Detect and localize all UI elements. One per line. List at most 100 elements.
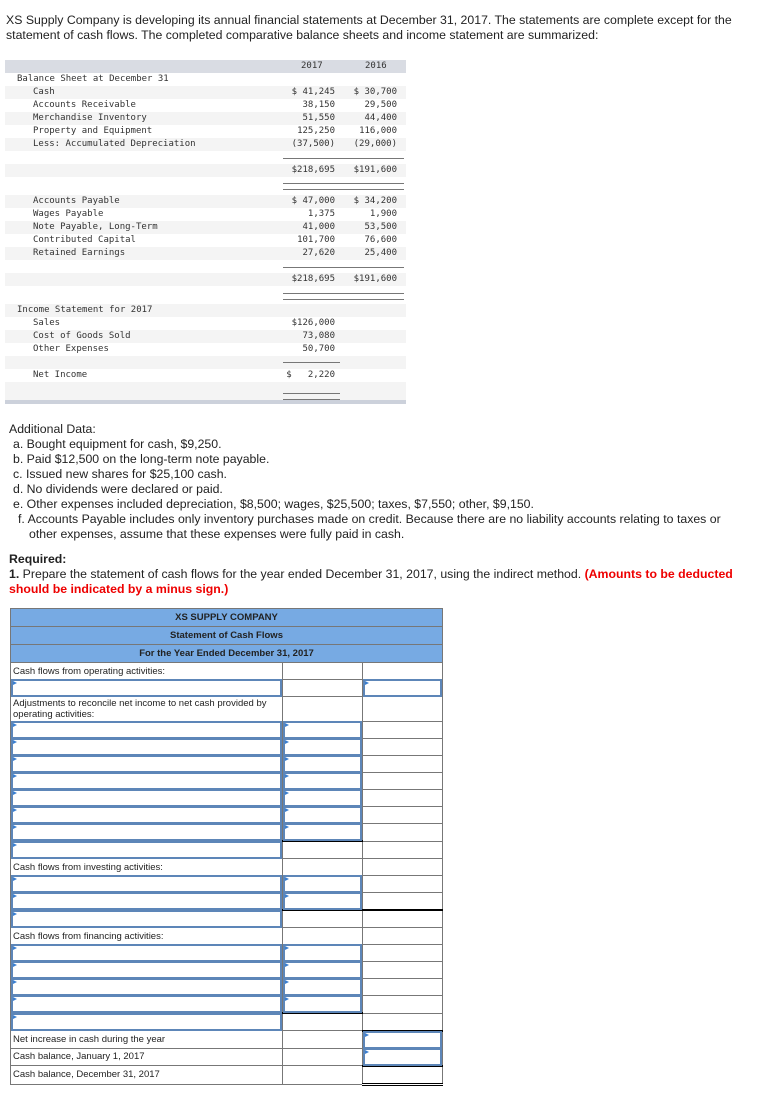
amount-input-wrapper[interactable] [283, 806, 362, 824]
amount-input[interactable] [285, 757, 360, 771]
total-input[interactable] [365, 681, 440, 695]
line-item-select[interactable] [13, 946, 280, 960]
amount-input-wrapper[interactable] [283, 823, 362, 841]
amount-input-wrapper[interactable] [283, 995, 362, 1013]
amount-input-wrapper[interactable] [283, 892, 362, 910]
amount-input[interactable] [285, 808, 360, 822]
total-cell[interactable] [362, 1047, 443, 1067]
label-cell[interactable] [10, 909, 283, 928]
amount-input[interactable] [285, 980, 360, 994]
amount-input[interactable] [285, 723, 360, 737]
label-cell[interactable] [10, 840, 283, 859]
amount-cell[interactable] [282, 721, 363, 739]
line-item-select[interactable] [13, 757, 280, 771]
amount-input[interactable] [285, 877, 360, 891]
label-cell[interactable] [10, 738, 283, 756]
line-item-select-wrapper[interactable] [11, 995, 282, 1014]
amount-input-wrapper[interactable] [283, 944, 362, 962]
amount-cell[interactable] [282, 772, 363, 790]
line-item-select[interactable] [13, 723, 280, 737]
line-item-select-wrapper[interactable] [11, 961, 282, 979]
amount-input[interactable] [285, 740, 360, 754]
label-cell[interactable] [10, 823, 283, 842]
line-item-select-wrapper[interactable] [11, 944, 282, 962]
line-item-select[interactable] [13, 842, 280, 857]
line-item-select[interactable] [13, 980, 280, 994]
total-input[interactable] [365, 1032, 440, 1047]
amount-input[interactable] [285, 963, 360, 977]
line-item-select-wrapper[interactable] [11, 875, 282, 893]
amount-cell[interactable] [282, 978, 363, 996]
total-input[interactable] [365, 1049, 440, 1064]
amount-input-wrapper[interactable] [283, 772, 362, 790]
label-cell[interactable] [10, 721, 283, 739]
line-item-select[interactable] [13, 740, 280, 754]
line-item-select-wrapper[interactable] [11, 738, 282, 756]
amount-input[interactable] [285, 774, 360, 788]
label-cell[interactable] [10, 875, 283, 893]
line-item-select-wrapper[interactable] [11, 909, 282, 928]
line-item-select-wrapper[interactable] [11, 892, 282, 911]
amount-input[interactable] [285, 997, 360, 1011]
line-item-select-wrapper[interactable] [11, 721, 282, 739]
amount-input-wrapper[interactable] [283, 721, 362, 739]
label-cell[interactable] [10, 789, 283, 807]
line-item-select-wrapper[interactable] [11, 1012, 282, 1031]
line-item-select-wrapper[interactable] [11, 978, 282, 996]
amount-input[interactable] [285, 946, 360, 960]
line-item-select[interactable] [13, 877, 280, 891]
amount-cell[interactable] [282, 823, 363, 842]
line-item-select-wrapper[interactable] [11, 840, 282, 859]
total-cell[interactable] [362, 1030, 443, 1049]
amount-cell[interactable] [282, 806, 363, 824]
line-item-select[interactable] [13, 791, 280, 805]
amount-cell[interactable] [282, 755, 363, 773]
amount-cell[interactable] [282, 995, 363, 1014]
line-item-select[interactable] [13, 681, 280, 695]
label-cell[interactable] [10, 755, 283, 773]
label-cell[interactable] [10, 1012, 283, 1031]
line-item-select[interactable] [13, 911, 280, 926]
line-item-select-wrapper[interactable] [11, 679, 282, 697]
amount-input[interactable] [285, 825, 360, 839]
amount-cell[interactable] [282, 892, 363, 911]
label-cell[interactable] [10, 806, 283, 824]
line-item-select[interactable] [13, 997, 280, 1012]
total-input-wrapper[interactable] [363, 679, 442, 697]
additional-item-e: e. Other expenses included depreciation,… [13, 497, 534, 511]
amount-cell[interactable] [282, 961, 363, 979]
label-cell[interactable] [10, 772, 283, 790]
amount-cell[interactable] [282, 875, 363, 893]
label-cell[interactable] [10, 679, 283, 697]
label-cell[interactable] [10, 961, 283, 979]
amount-input[interactable] [285, 791, 360, 805]
amount-input-wrapper[interactable] [283, 738, 362, 756]
line-item-select-wrapper[interactable] [11, 772, 282, 790]
line-item-select-wrapper[interactable] [11, 823, 282, 842]
line-item-select[interactable] [13, 808, 280, 822]
line-item-select[interactable] [13, 1014, 280, 1029]
amount-input[interactable] [285, 894, 360, 908]
label-cell[interactable] [10, 978, 283, 996]
line-item-select[interactable] [13, 825, 280, 840]
total-input-wrapper[interactable] [363, 1047, 442, 1066]
amount-input-wrapper[interactable] [283, 961, 362, 979]
label-cell[interactable] [10, 995, 283, 1014]
amount-cell[interactable] [282, 789, 363, 807]
amount-input-wrapper[interactable] [283, 789, 362, 807]
amount-input-wrapper[interactable] [283, 978, 362, 996]
line-item-select-wrapper[interactable] [11, 806, 282, 824]
label-cell[interactable] [10, 892, 283, 911]
line-item-select-wrapper[interactable] [11, 755, 282, 773]
amount-cell[interactable] [282, 944, 363, 962]
line-item-select[interactable] [13, 963, 280, 977]
total-cell[interactable] [362, 679, 443, 697]
line-item-select[interactable] [13, 894, 280, 909]
line-item-select-wrapper[interactable] [11, 789, 282, 807]
amount-cell[interactable] [282, 738, 363, 756]
label-cell[interactable] [10, 944, 283, 962]
amount-input-wrapper[interactable] [283, 875, 362, 893]
amount-input-wrapper[interactable] [283, 755, 362, 773]
total-input-wrapper[interactable] [363, 1030, 442, 1049]
line-item-select[interactable] [13, 774, 280, 788]
